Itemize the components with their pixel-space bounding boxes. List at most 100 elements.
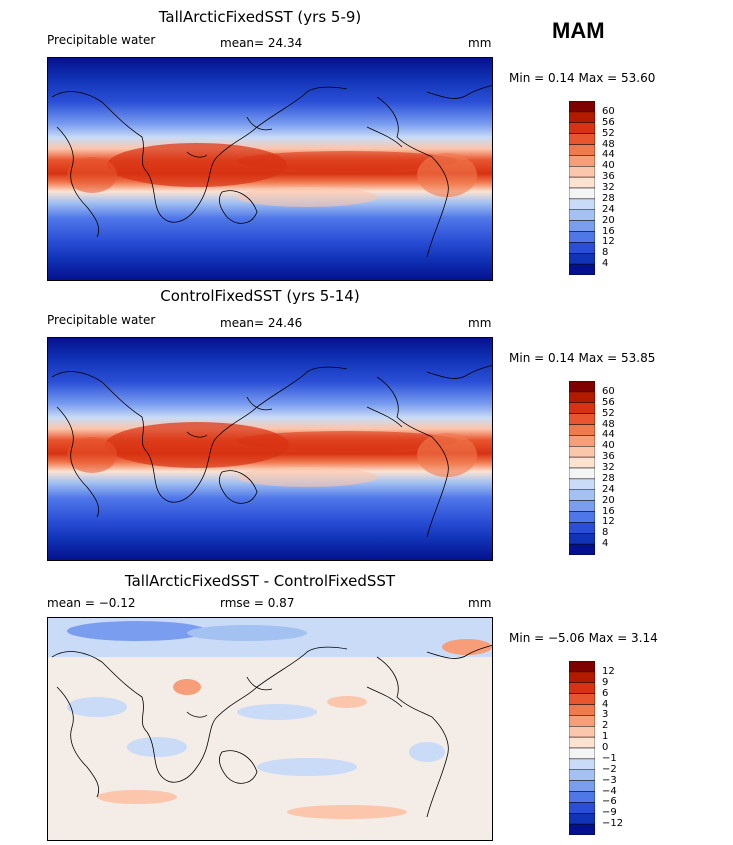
- panel-2-title: ControlFixedSST (yrs 5-14): [160, 287, 360, 305]
- panel-2-units: mm: [468, 316, 492, 330]
- panel-2-map: [47, 337, 493, 561]
- colorbar-level-label: −12: [602, 818, 624, 830]
- colorbar-level-label: 48: [602, 138, 615, 150]
- colorbar-level-label: 20: [602, 494, 615, 506]
- colorbar-level-label: 0: [602, 742, 609, 753]
- colorbar-swatch: [569, 791, 595, 803]
- coastlines: [51, 364, 493, 538]
- colorbar-level-label: 28: [602, 192, 615, 204]
- colorbar-swatch: [569, 511, 595, 523]
- colorbar-level-label: −2: [602, 763, 617, 775]
- panel-3-colorbar: [569, 661, 595, 835]
- colorbar-swatch: [569, 263, 595, 275]
- colorbar-swatch: [569, 715, 595, 727]
- panel-1-variable-label: Precipitable water: [47, 33, 156, 47]
- colorbar-swatch: [569, 220, 595, 232]
- panel-3-title: TallArcticFixedSST - ControlFixedSST: [124, 572, 396, 590]
- colorbar-level-label: 12: [602, 516, 615, 528]
- colorbar-swatch: [569, 446, 595, 458]
- colorbar-level-label: 60: [602, 105, 615, 117]
- panel-3-min-max: Min = −5.06 Max = 3.14: [509, 631, 658, 645]
- colorbar-level-label: 52: [602, 127, 615, 139]
- south-america-blob: [417, 153, 477, 197]
- colorbar-level-label: 20: [602, 214, 615, 226]
- colorbar-level-label: 8: [602, 527, 609, 539]
- colorbar-level-label: 44: [602, 149, 615, 161]
- colorbar-level-label: −4: [602, 785, 617, 797]
- colorbar-swatch: [569, 391, 595, 403]
- colorbar-level-label: 1: [602, 731, 609, 743]
- panel-1-colorbar: [569, 101, 595, 275]
- colorbar-swatch: [569, 111, 595, 123]
- colorbar-level-label: 2: [602, 720, 609, 732]
- colorbar-swatch: [569, 122, 595, 134]
- panel-3-map: [47, 617, 493, 841]
- colorbar-swatch: [569, 813, 595, 825]
- colorbar-level-label: 12: [602, 236, 615, 248]
- colorbar-level-label: 12: [602, 665, 615, 677]
- itcz-blob: [237, 151, 457, 171]
- panel-1-mean-label: mean= 24.34: [220, 36, 303, 50]
- colorbar-level-label: 28: [602, 472, 615, 484]
- colorbar-swatch: [569, 253, 595, 265]
- colorbar-swatch: [569, 661, 595, 673]
- colorbar-swatch: [569, 402, 595, 414]
- colorbar-swatch: [569, 747, 595, 760]
- colorbar-level-label: 8: [602, 247, 609, 259]
- colorbar-level-label: −1: [602, 752, 617, 764]
- colorbar-swatch: [569, 543, 595, 555]
- panel-2-variable-label: Precipitable water: [47, 313, 156, 327]
- colorbar-swatch: [569, 176, 595, 189]
- colorbar-level-label: −9: [602, 807, 617, 819]
- colorbar-swatch: [569, 144, 595, 156]
- panel-3-rmse-label: rmse = 0.87: [220, 596, 295, 610]
- panel-1-map: [47, 57, 493, 281]
- colorbar-level-label: 32: [602, 182, 615, 193]
- colorbar-level-label: 16: [602, 225, 615, 237]
- colorbar-swatch: [569, 682, 595, 694]
- panel-2-min-max: Min = 0.14 Max = 53.85: [509, 351, 656, 365]
- colorbar-swatch: [569, 693, 595, 705]
- colorbar-level-label: 3: [602, 709, 609, 721]
- colorbar-swatch: [569, 435, 595, 447]
- panel-3-mean-label: mean = −0.12: [47, 596, 136, 610]
- colorbar-swatch: [569, 758, 595, 770]
- colorbar-swatch: [569, 133, 595, 145]
- colorbar-swatch: [569, 166, 595, 178]
- colorbar-swatch: [569, 456, 595, 469]
- colorbar-level-label: 56: [602, 116, 615, 128]
- colorbar-swatch: [569, 413, 595, 425]
- colorbar-swatch: [569, 726, 595, 738]
- panel-2-mean-label: mean= 24.46: [220, 316, 303, 330]
- colorbar-level-label: 4: [602, 538, 609, 550]
- panel-1-min-max: Min = 0.14 Max = 53.60: [509, 71, 656, 85]
- warm-pool-blob: [107, 143, 287, 187]
- colorbar-swatch: [569, 489, 595, 501]
- colorbar-level-label: 60: [602, 385, 615, 397]
- colorbar-swatch: [569, 671, 595, 683]
- season-label: MAM: [552, 18, 605, 43]
- colorbar-swatch: [569, 478, 595, 490]
- colorbar-swatch: [569, 769, 595, 781]
- colorbar-swatch: [569, 381, 595, 393]
- panel-1-title: TallArcticFixedSST (yrs 5-9): [158, 8, 362, 26]
- colorbar-swatch: [569, 533, 595, 545]
- colorbar-level-label: −6: [602, 796, 617, 808]
- colorbar-swatch: [569, 823, 595, 835]
- colorbar-swatch: [569, 736, 595, 749]
- colorbar-level-label: 24: [602, 483, 615, 495]
- colorbar-level-label: 40: [602, 440, 615, 452]
- colorbar-level-label: 4: [602, 258, 609, 270]
- positive-blob: [442, 639, 492, 655]
- itcz-blob: [237, 431, 457, 451]
- panel-2-colorbar: [569, 381, 595, 555]
- colorbar-level-label: 48: [602, 418, 615, 430]
- colorbar-level-label: 16: [602, 505, 615, 517]
- colorbar-swatch: [569, 467, 595, 480]
- colorbar-swatch: [569, 780, 595, 792]
- coastlines: [51, 644, 493, 818]
- colorbar-swatch: [569, 242, 595, 254]
- colorbar-level-label: 4: [602, 698, 609, 710]
- colorbar-level-label: −3: [602, 774, 617, 786]
- coastlines: [51, 84, 493, 258]
